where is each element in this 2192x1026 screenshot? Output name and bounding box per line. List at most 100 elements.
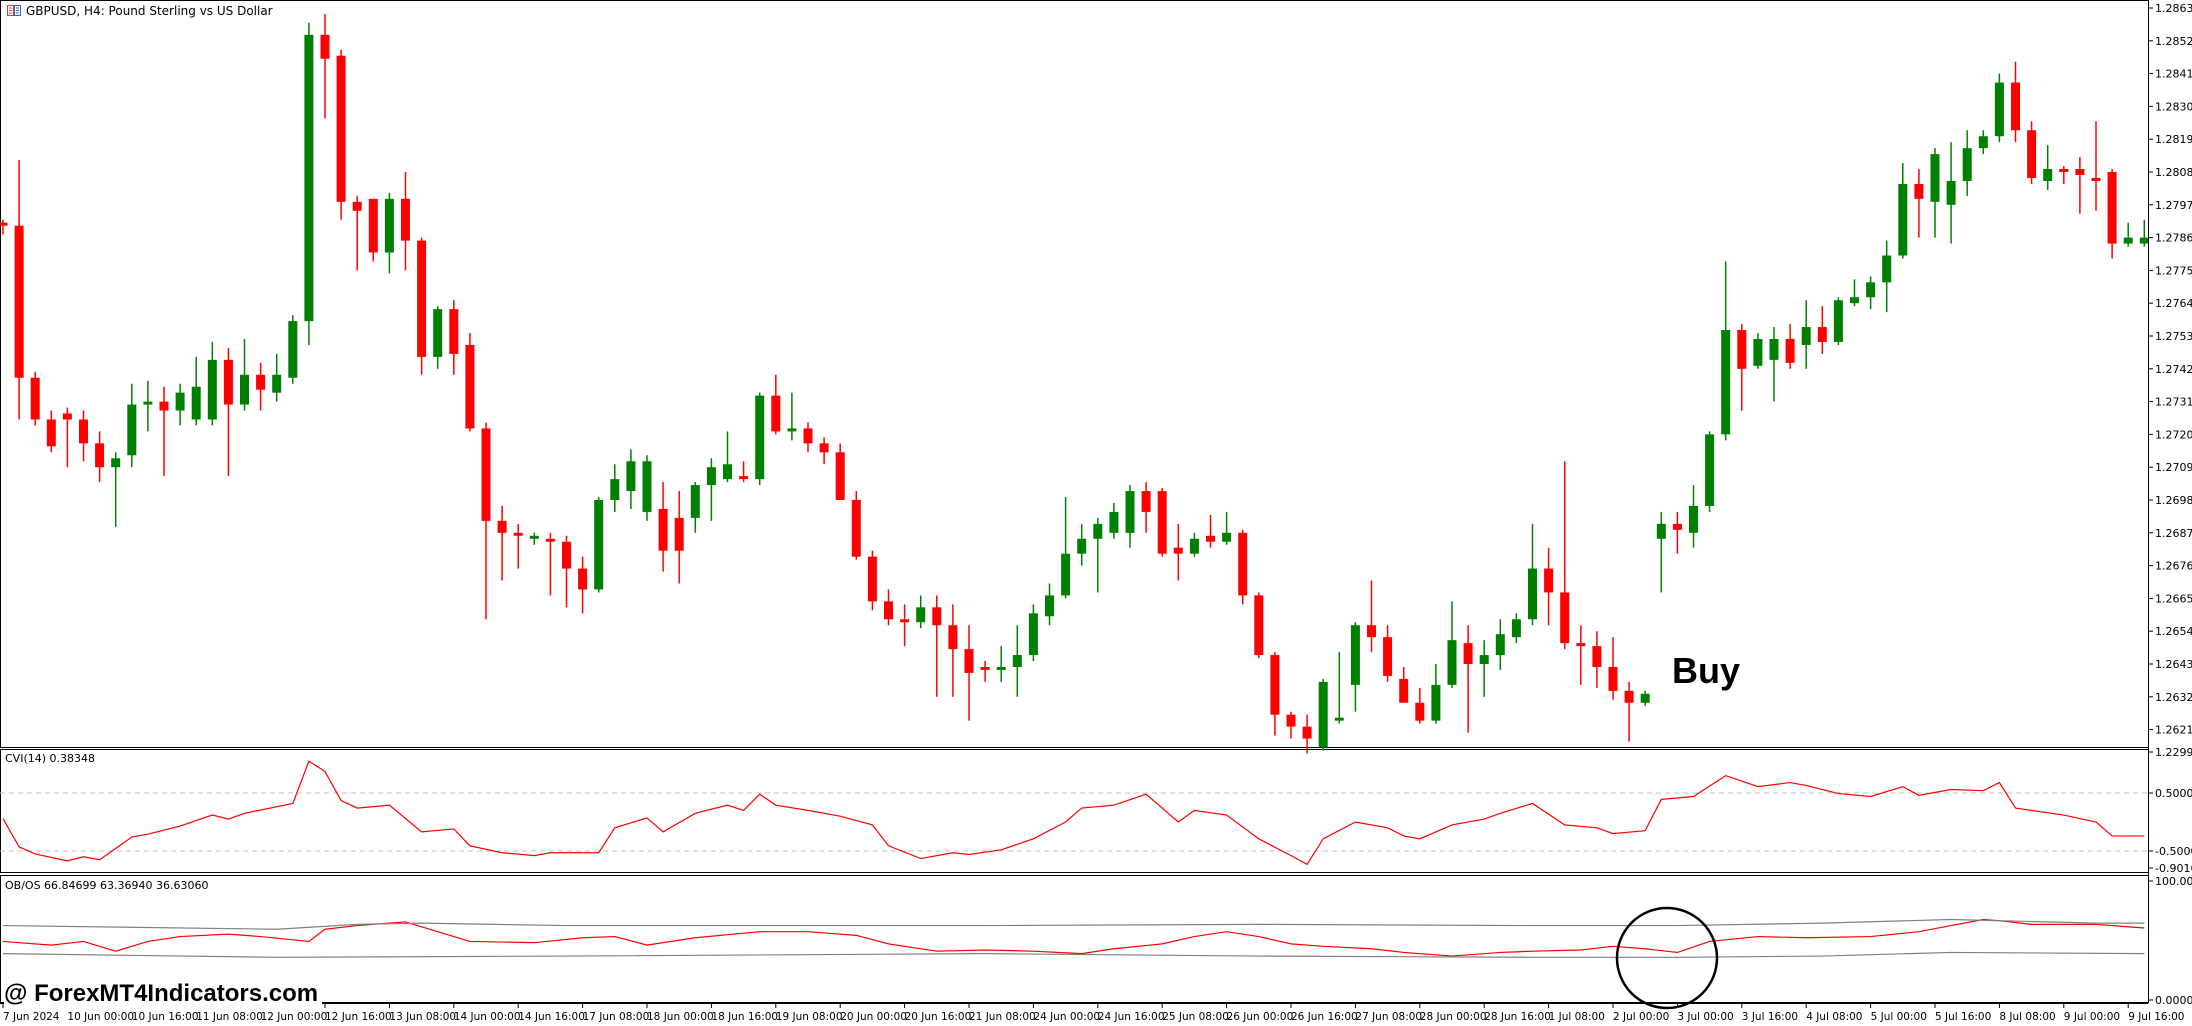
candle-body-bull <box>1833 300 1843 342</box>
candle-body-bull <box>1028 613 1038 656</box>
candle-body-bear <box>1367 625 1376 638</box>
candle-body-bull <box>1721 330 1731 435</box>
candle-body-bear <box>562 541 571 569</box>
time-tick-label: 19 Jun 08:00 <box>776 1011 843 1023</box>
time-tick-label: 27 Jun 08:00 <box>1355 1011 1422 1023</box>
price-tick-label: 1.27200 <box>2155 428 2192 441</box>
candle-body-bear <box>336 55 346 202</box>
candle-body-bear <box>2091 177 2101 181</box>
candle-body-bull <box>1994 82 2004 137</box>
candle-body-bull <box>642 461 652 512</box>
candle-body-bull <box>723 464 732 480</box>
candle-body-bear <box>1383 637 1393 676</box>
obos-lower-line <box>2 951 2145 958</box>
time-tick-label: 1 Jul 08:00 <box>1549 1011 1605 1023</box>
candle-body-bull <box>1769 338 1779 360</box>
candle-body-bear <box>352 201 362 211</box>
candle-body-bear <box>1463 643 1473 664</box>
cvi-tick-label: 1.22991 <box>2155 746 2192 759</box>
candle-body-bull <box>272 374 282 393</box>
price-tick-label: 1.27530 <box>2155 330 2192 343</box>
candle-body-bull <box>111 458 121 468</box>
candle-body-bull <box>1753 338 1763 366</box>
candle-body-bear <box>0 222 8 226</box>
time-tick-label: 10 Jun 16:00 <box>132 1011 199 1023</box>
obos-upper-line <box>2 918 2145 930</box>
candle-body-bull <box>1946 180 1956 205</box>
candle-body-bull <box>1222 532 1232 542</box>
candle-body-bull <box>2139 237 2149 244</box>
candle-body-bear <box>1817 327 1827 342</box>
time-tick-label: 4 Jul 08:00 <box>1806 1011 1862 1023</box>
time-tick-label: 7 Jun 2024 <box>3 1011 60 1023</box>
candle-body-bear <box>948 625 958 650</box>
candle-body-bear <box>1560 592 1570 644</box>
price-tick-label: 1.27970 <box>2155 199 2192 212</box>
candle-body-bull <box>1350 625 1360 685</box>
obos-tick-label: 0.00000 <box>2155 994 2192 1007</box>
candle-body-bear <box>497 520 507 533</box>
candle-body-bear <box>803 428 813 444</box>
candle-body-bull <box>1850 297 1859 304</box>
price-axis[interactable]: 1.28630 1.28520 1.28410 1.28300 1.28190 1.280… <box>2148 0 2192 1003</box>
price-tick-label: 1.27860 <box>2155 232 2192 245</box>
candle-body-bear <box>1785 338 1795 363</box>
obos-pane-frame <box>0 875 2149 1003</box>
obos-indicator <box>2 918 2145 958</box>
candle-body-bear <box>368 198 378 253</box>
candle-body-bull <box>1511 619 1521 638</box>
candle-body-bull <box>1898 183 1908 256</box>
price-tick-label: 1.28630 <box>2155 2 2192 15</box>
chart-window-icon <box>7 5 21 16</box>
time-tick-label: 14 Jun 16:00 <box>518 1011 585 1023</box>
candle-body-bull <box>1431 684 1441 721</box>
candle-body-bull <box>1882 255 1892 283</box>
price-tick-label: 1.26760 <box>2155 560 2192 573</box>
time-tick-label: 28 Jun 16:00 <box>1484 1011 1551 1023</box>
candle-body-bear <box>465 344 475 429</box>
time-tick-label: 24 Jun 16:00 <box>1098 1011 1165 1023</box>
candle-body-bull <box>1930 154 1940 202</box>
candle-body-bull <box>1189 538 1199 554</box>
candle-body-bear <box>1737 330 1747 369</box>
candle-body-bull <box>1656 523 1666 539</box>
watermark: @ ForexMT4Indicators.com <box>4 980 323 1008</box>
candle-body-bear <box>867 556 877 602</box>
time-tick-label: 3 Jul 00:00 <box>1677 1011 1733 1023</box>
candle-body-bear <box>819 443 829 453</box>
candle-body-bull <box>175 392 185 411</box>
candle-body-bull <box>1125 491 1135 533</box>
candle-body-bear <box>545 538 555 542</box>
time-tick-label: 14 Jun 00:00 <box>454 1011 521 1023</box>
price-tick-label: 1.26210 <box>2155 724 2192 737</box>
candle-body-bull <box>529 535 539 539</box>
time-tick-label: 20 Jun 16:00 <box>905 1011 972 1023</box>
candle-body-bear <box>1415 702 1425 721</box>
price-tick-label: 1.26320 <box>2155 691 2192 704</box>
candle-body-bear <box>14 225 24 378</box>
candle-body-bear <box>2011 82 2020 131</box>
candle-body-bull <box>240 374 249 405</box>
candle-body-bear <box>481 428 491 521</box>
obos-tick-label: 100.0000 <box>2155 875 2192 888</box>
price-tick-label: 1.26870 <box>2155 527 2192 540</box>
candle-body-bull <box>1012 655 1022 667</box>
time-tick-label: 17 Jun 08:00 <box>583 1011 650 1023</box>
time-tick-label: 26 Jun 16:00 <box>1291 1011 1358 1023</box>
candle-body-bear <box>739 476 749 480</box>
candle-body-bull <box>1334 717 1344 721</box>
cvi-indicator <box>0 760 2148 866</box>
indicator-axes: 1.22991 0.50000 -0.50000 -0.90160100.0000 0.… <box>2148 746 2192 1007</box>
cvi-tick-label: -0.90160 <box>2155 862 2192 875</box>
cvi-line <box>2 760 2145 866</box>
price-tick-label: 1.26650 <box>2155 592 2192 605</box>
candle-body-bull <box>433 309 443 357</box>
candle-body-bull <box>1640 693 1650 703</box>
candle-body-bull <box>1866 282 1876 298</box>
candle-body-bear <box>1206 535 1215 542</box>
candle-body-bull <box>1528 568 1537 620</box>
candle-body-bear <box>851 500 861 557</box>
candle-body-bull <box>1479 655 1489 664</box>
